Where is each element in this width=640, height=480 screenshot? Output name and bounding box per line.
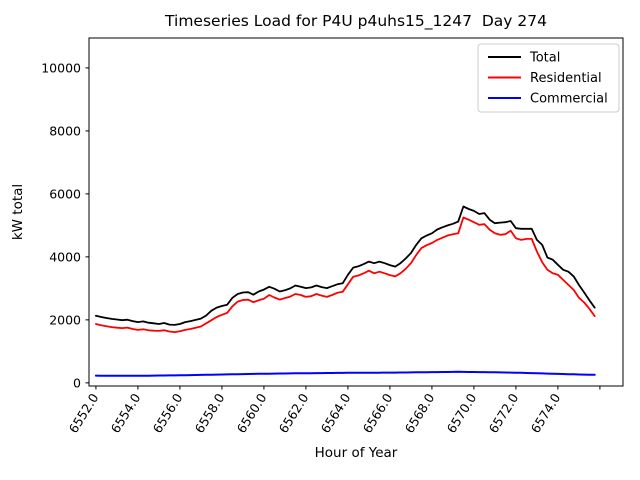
series-lines [94, 205, 596, 377]
legend-label-total: Total [529, 51, 560, 66]
y-tick-label: 8000 [49, 123, 81, 138]
series-line-total [95, 205, 596, 326]
axes-frame [88, 37, 624, 387]
chart-title: Timeseries Load for P4U p4uhs15_1247 Day… [164, 12, 547, 31]
y-tick-label: 0 [73, 375, 81, 390]
x-axis-label: Hour of Year [315, 445, 398, 461]
legend-label-residential: Residential [530, 71, 602, 86]
series-line-commercial [94, 370, 596, 377]
y-tick-label: 4000 [49, 249, 81, 264]
y-tick-label: 2000 [49, 312, 81, 327]
legend-box [477, 43, 620, 113]
y-tick-label: 6000 [49, 186, 81, 201]
legend-label-commercial: Commercial [530, 92, 608, 107]
y-tick-label: 10000 [41, 60, 81, 75]
series-line-residential [95, 216, 596, 334]
y-axis-label: kW total [10, 184, 26, 240]
y-axis-ticks: 0 2000 4000 6000 8000 10000 [41, 60, 89, 390]
legend: Total Residential Commercial [477, 43, 620, 113]
